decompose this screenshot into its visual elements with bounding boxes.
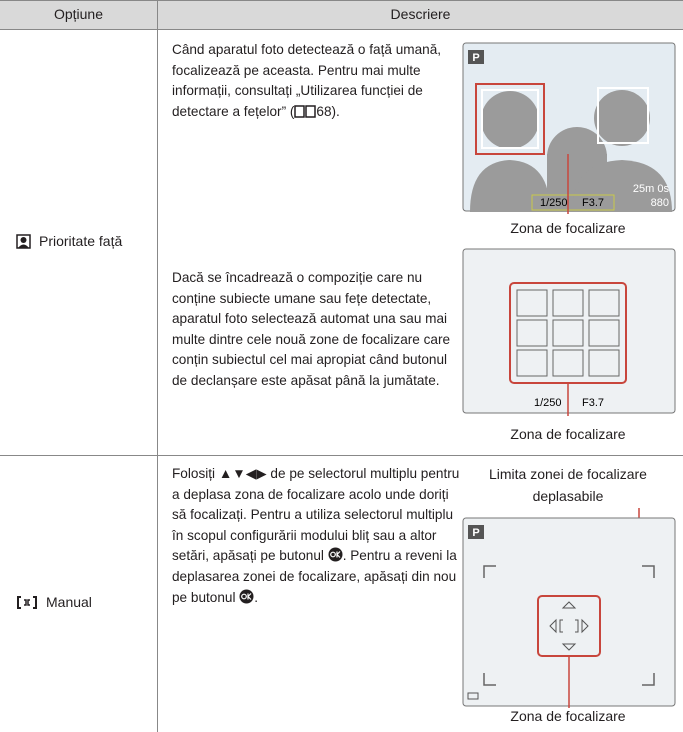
aperture: F3.7 xyxy=(582,397,604,409)
caption: Zona de focalizare xyxy=(510,220,626,236)
camera-screen: P xyxy=(462,508,676,708)
time: 25m 0s xyxy=(633,183,670,195)
header-option: Opțiune xyxy=(53,6,104,22)
option-label: Manual xyxy=(46,594,92,610)
shots: 880 xyxy=(651,197,669,209)
column-divider xyxy=(157,0,158,732)
shutter: 1/250 xyxy=(534,397,562,409)
paragraph: Dacă se încadrează o compoziție care nu … xyxy=(172,270,451,388)
text: . xyxy=(254,589,259,605)
camera-screen: P 1/250 F3.7 25m 0s 880 xyxy=(462,42,676,214)
mode: P xyxy=(472,52,479,64)
text: . Pentru a reveni la deplasarea zonei de… xyxy=(172,548,457,605)
book-icon xyxy=(294,105,317,118)
option-label: Prioritate față xyxy=(39,233,123,249)
ok-icon xyxy=(239,589,254,604)
option-manual: Manual xyxy=(16,594,92,610)
option-face: Prioritate față xyxy=(16,233,122,249)
paragraph: Folosiți ▲▼◀▶ de pe selectorul multiplu … xyxy=(172,464,460,608)
mode: P xyxy=(472,527,479,539)
caption: Zona de focalizare xyxy=(510,426,626,442)
ok-icon xyxy=(328,547,343,562)
caption-top: Limita zonei de focalizare deplasabile xyxy=(489,466,647,504)
text: Când aparatul foto detectează o față uma… xyxy=(172,42,442,119)
text: 68). xyxy=(316,103,340,119)
manual-icon xyxy=(17,595,37,609)
caption: Zona de focalizare xyxy=(510,708,626,724)
row-divider xyxy=(0,455,683,456)
header-description: Descriere xyxy=(390,6,451,22)
paragraph: Când aparatul foto detectează o față uma… xyxy=(172,40,460,122)
shutter: 1/250 xyxy=(540,197,568,209)
aperture: F3.7 xyxy=(582,197,604,209)
text: Folosiți ▲▼◀▶ de pe selectorul multiplu … xyxy=(172,466,460,564)
header-row xyxy=(0,0,683,30)
camera-screen: 1/250 F3.7 xyxy=(462,248,676,416)
face-icon xyxy=(16,233,31,249)
